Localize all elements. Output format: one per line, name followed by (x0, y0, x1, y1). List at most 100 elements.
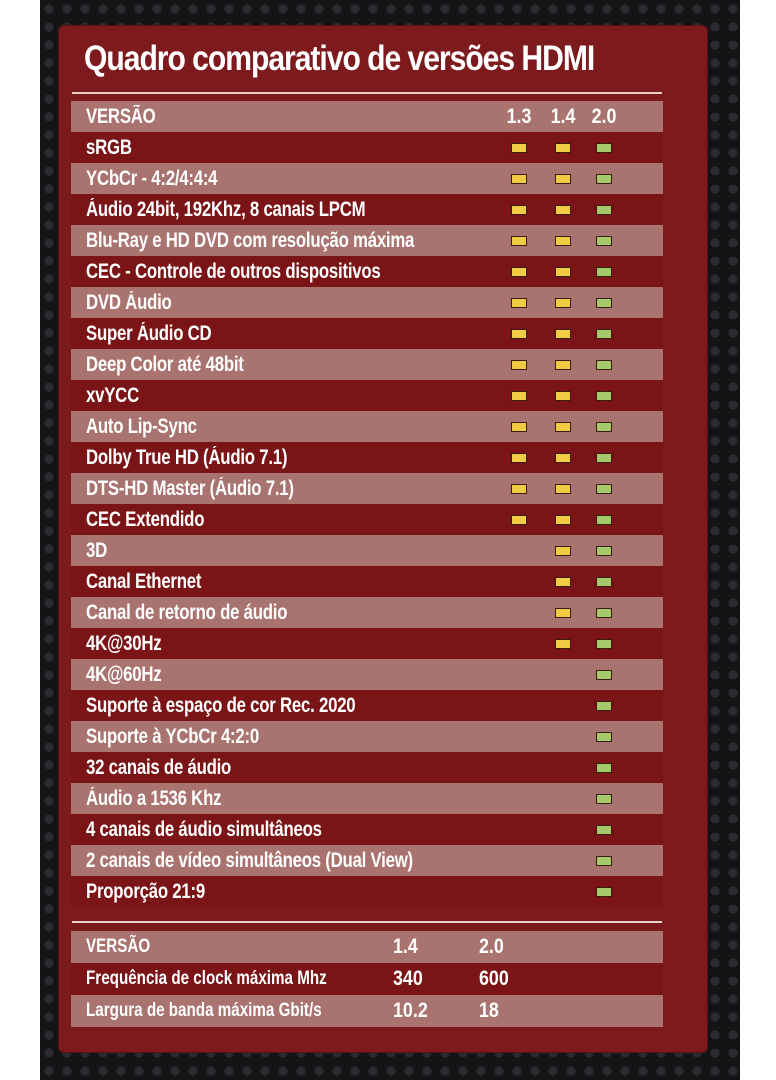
feature-label: Deep Color até 48bit (86, 353, 244, 376)
feature-label: 3D (86, 539, 107, 562)
version-2-0-marker (596, 856, 612, 866)
version-2-0-marker (596, 391, 612, 401)
table-row: 4 canais de áudio simultâneos (71, 814, 663, 845)
version-2-0-marker (596, 763, 612, 773)
version-1-3-marker (511, 515, 527, 525)
table-row: Áudio 24bit, 192Khz, 8 canais LPCM (71, 194, 663, 225)
version-2-0-marker (596, 732, 612, 742)
header-version-1-4: 1.4 (550, 105, 576, 128)
version-1-3-marker (511, 453, 527, 463)
version-2-0-marker (596, 453, 612, 463)
table-row: 3D (71, 535, 663, 566)
version-2-0-marker (596, 825, 612, 835)
version-2-0-marker (596, 484, 612, 494)
dotted-background: Quadro comparativo de versões HDMI VERSÃ… (40, 0, 740, 1080)
table-row: sRGB (71, 132, 663, 163)
feature-label: 32 canais de áudio (86, 756, 232, 779)
feature-label: DTS-HD Master (Áudio 7.1) (86, 477, 294, 500)
header-version-label: VERSÃO (86, 105, 156, 128)
feature-label: Proporção 21:9 (86, 880, 205, 903)
feature-label: Suporte à YCbCr 4:2:0 (86, 725, 259, 748)
version-2-0-marker (596, 577, 612, 587)
specs-table: VERSÃO 1.4 2.0 Frequência de clock máxim… (71, 931, 663, 1027)
feature-label: Auto Lip-Sync (86, 415, 197, 438)
page-title: Quadro comparativo de versões HDMI (84, 39, 595, 78)
specs-header-label: VERSÃO (86, 936, 151, 957)
version-1-4-marker (555, 515, 571, 525)
version-1-4-marker (555, 639, 571, 649)
version-1-4-marker (555, 267, 571, 277)
table-row: Super Áudio CD (71, 318, 663, 349)
table-row: YCbCr - 4:2/4:4:4 (71, 163, 663, 194)
table-row: 32 canais de áudio (71, 752, 663, 783)
version-1-4-marker (555, 453, 571, 463)
feature-label: sRGB (86, 136, 132, 159)
version-1-4-marker (555, 577, 571, 587)
feature-label: 4 canais de áudio simultâneos (86, 818, 322, 841)
specs-header-version-2-0: 2.0 (479, 935, 504, 958)
version-1-3-marker (511, 360, 527, 370)
version-1-4-marker (555, 484, 571, 494)
specs-row-label: Largura de banda máxima Gbit/s (86, 1000, 322, 1021)
table-row: 4K@30Hz (71, 628, 663, 659)
specs-value-1-4: 340 (393, 967, 423, 990)
feature-label: 4K@60Hz (86, 663, 162, 686)
features-table: VERSÃO 1.3 1.4 2.0 sRGB YCbCr - 4:2/4:4:4… (71, 101, 663, 907)
title-divider (72, 92, 662, 94)
version-1-3-marker (511, 329, 527, 339)
table-row: DTS-HD Master (Áudio 7.1) (71, 473, 663, 504)
feature-label: Áudio a 1536 Khz (86, 787, 222, 810)
table-header-row: VERSÃO 1.3 1.4 2.0 (71, 101, 663, 132)
version-2-0-marker (596, 670, 612, 680)
specs-row-bandwidth: Largura de banda máxima Gbit/s 10.2 18 (71, 995, 663, 1027)
feature-label: CEC Extendido (86, 508, 205, 531)
table-row: Dolby True HD (Áudio 7.1) (71, 442, 663, 473)
specs-row-label: Frequência de clock máxima Mhz (86, 968, 327, 989)
feature-label: DVD Áudio (86, 291, 172, 314)
version-1-3-marker (511, 143, 527, 153)
header-version-2-0: 2.0 (591, 105, 617, 128)
table-row: Auto Lip-Sync (71, 411, 663, 442)
version-2-0-marker (596, 174, 612, 184)
version-1-4-marker (555, 174, 571, 184)
feature-label: CEC - Controle de outros dispositivos (86, 260, 381, 283)
version-1-3-marker (511, 391, 527, 401)
specs-value-1-4: 10.2 (393, 999, 428, 1022)
version-1-4-marker (555, 329, 571, 339)
table-row: Canal de retorno de áudio (71, 597, 663, 628)
version-2-0-marker (596, 360, 612, 370)
section-divider (72, 921, 662, 923)
version-1-3-marker (511, 298, 527, 308)
version-2-0-marker (596, 546, 612, 556)
feature-label: YCbCr - 4:2/4:4:4 (86, 167, 218, 190)
version-1-4-marker (555, 143, 571, 153)
feature-label: Dolby True HD (Áudio 7.1) (86, 446, 288, 469)
version-1-3-marker (511, 422, 527, 432)
version-1-4-marker (555, 205, 571, 215)
version-1-3-marker (511, 174, 527, 184)
version-2-0-marker (596, 143, 612, 153)
table-row: Canal Ethernet (71, 566, 663, 597)
table-row: Suporte à YCbCr 4:2:0 (71, 721, 663, 752)
version-2-0-marker (596, 794, 612, 804)
version-2-0-marker (596, 422, 612, 432)
specs-value-2-0: 600 (479, 967, 509, 990)
version-2-0-marker (596, 515, 612, 525)
version-1-3-marker (511, 205, 527, 215)
table-row: CEC Extendido (71, 504, 663, 535)
specs-row-clock: Frequência de clock máxima Mhz 340 600 (71, 963, 663, 995)
table-row: CEC - Controle de outros dispositivos (71, 256, 663, 287)
version-1-4-marker (555, 546, 571, 556)
specs-header-version-1-4: 1.4 (393, 935, 418, 958)
version-2-0-marker (596, 639, 612, 649)
feature-label: Super Áudio CD (86, 322, 212, 345)
feature-label: Suporte à espaço de cor Rec. 2020 (86, 694, 356, 717)
version-1-3-marker (511, 267, 527, 277)
feature-label: 4K@30Hz (86, 632, 162, 655)
table-row: Proporção 21:9 (71, 876, 663, 907)
version-1-4-marker (555, 298, 571, 308)
version-2-0-marker (596, 298, 612, 308)
feature-label: Áudio 24bit, 192Khz, 8 canais LPCM (86, 198, 366, 221)
comparison-panel: Quadro comparativo de versões HDMI VERSÃ… (58, 25, 708, 1053)
table-row: 4K@60Hz (71, 659, 663, 690)
